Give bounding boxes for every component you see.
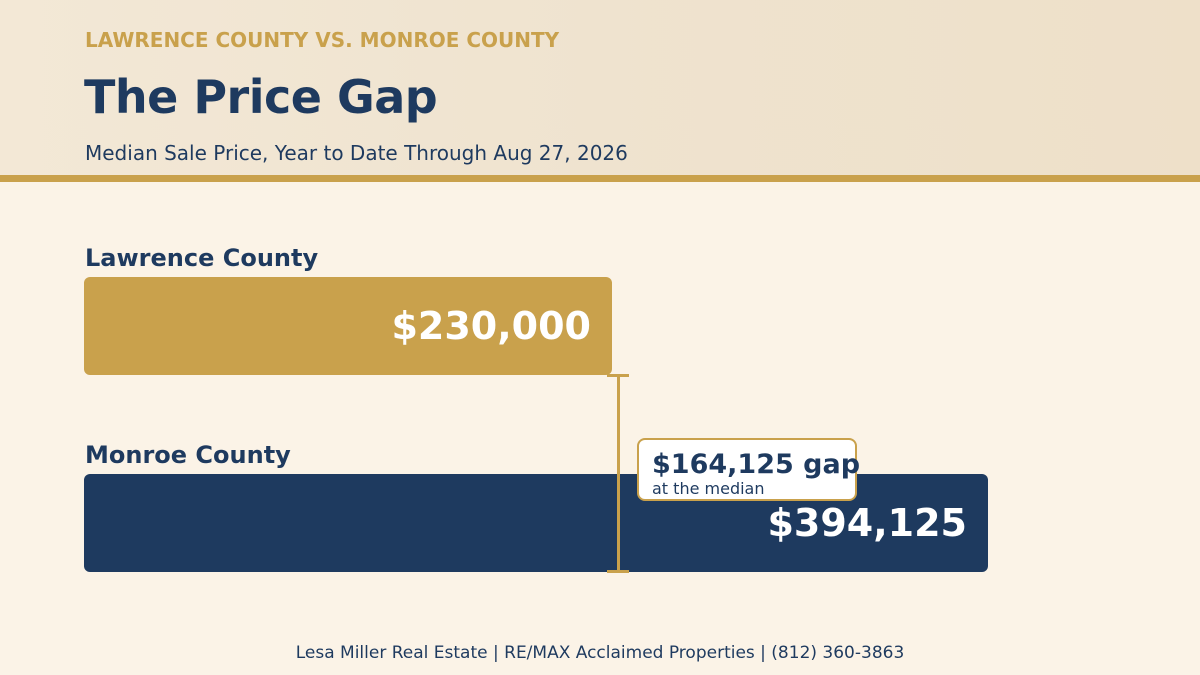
gap-callout: $164,125 gap at the median — [637, 438, 861, 501]
bar-lawrence: $230,000 — [84, 277, 612, 375]
bar-value-lawrence: $230,000 — [391, 304, 591, 348]
category-label-monroe: Monroe County — [85, 441, 291, 469]
page-title: The Price Gap — [84, 70, 438, 124]
header-divider — [0, 175, 1200, 182]
bar-value-monroe: $394,125 — [767, 501, 967, 545]
gap-callout-value: $164,125 gap — [652, 449, 861, 480]
eyebrow-text: LAWRENCE COUNTY VS. MONROE COUNTY — [85, 28, 560, 52]
gap-bracket-top-cap — [607, 374, 629, 377]
gap-callout-subtext: at the median — [652, 479, 765, 498]
header-band — [0, 0, 1200, 175]
category-label-lawrence: Lawrence County — [85, 244, 319, 272]
gap-bracket-bottom-cap — [607, 570, 629, 573]
page-subtitle: Median Sale Price, Year to Date Through … — [85, 141, 628, 165]
gap-bracket-line — [617, 375, 620, 572]
footer-contact: Lesa Miller Real Estate | RE/MAX Acclaim… — [295, 643, 905, 663]
